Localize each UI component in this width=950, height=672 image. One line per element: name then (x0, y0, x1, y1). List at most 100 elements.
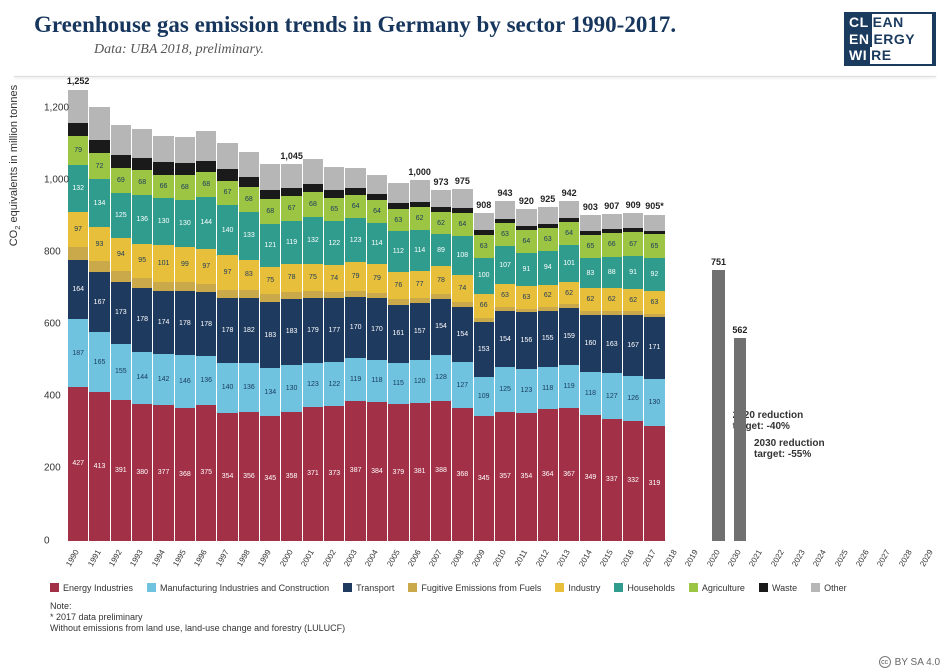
x-tick-label: 2012 (534, 548, 551, 568)
bar-total-label: 907 (604, 201, 619, 211)
bar-segment-fugitive (175, 282, 195, 291)
bars-container: 427187164971327919901,252413165167931347… (66, 87, 942, 541)
target-bar (734, 338, 746, 540)
bar-segment-waste (239, 177, 259, 187)
bar-segment-manuf: 165 (89, 332, 109, 391)
bar-segment-energy: 373 (324, 406, 344, 540)
bar-segment-transport: 174 (153, 291, 173, 354)
x-tick-label: 1994 (150, 548, 167, 568)
bar-segment-other (516, 209, 536, 226)
x-tick-label: 2015 (598, 548, 615, 568)
bar-segment-transport: 178 (175, 291, 195, 355)
bar-column: 20305622030 reductiontarget: -55% (730, 338, 750, 540)
bar-segment-energy: 380 (132, 404, 152, 541)
logo-part: CL (846, 14, 872, 31)
bar-segment-energy: 413 (89, 392, 109, 541)
bar-segment-agri: 67 (281, 196, 301, 220)
bar-segment-industry: 97 (217, 255, 237, 290)
x-tick-label: 2022 (769, 548, 786, 568)
bar-segment-industry: 63 (495, 284, 515, 307)
bar-total-label: 1,252 (67, 76, 90, 86)
x-tick-label: 2018 (662, 548, 679, 568)
bar-segment-households: 125 (111, 193, 131, 238)
bar-stack: 332126167629167 (623, 213, 643, 540)
bar-segment-transport: 153 (474, 322, 494, 377)
bar-stack: 3711231797513268 (303, 159, 323, 541)
bar-stack: 3681271547410864 (452, 189, 472, 540)
title-block: Greenhouse gas emission trends in German… (34, 12, 676, 58)
x-tick-label: 2003 (342, 548, 359, 568)
legend-swatch (343, 583, 352, 592)
target-value-label: 562 (732, 325, 747, 335)
legend: Energy Industries Manufacturing Industrie… (50, 583, 910, 593)
legend-item: Other (811, 583, 847, 593)
chart-title: Greenhouse gas emission trends in German… (34, 12, 676, 38)
bar-column: 3541231566391642011920 (516, 209, 536, 540)
bar-segment-industry: 75 (303, 264, 323, 291)
x-tick-label: 2005 (385, 548, 402, 568)
legend-swatch (147, 583, 156, 592)
logo: CLEAN ENERGY WIRE (844, 12, 936, 66)
x-tick-label: 2011 (513, 548, 529, 567)
bar-segment-industry: 63 (516, 286, 536, 309)
bar-segment-transport: 177 (324, 298, 344, 362)
bar-segment-energy: 354 (516, 413, 536, 541)
bar-segment-households: 91 (623, 256, 643, 289)
bar-segment-industry: 94 (111, 238, 131, 272)
bar-stack: 37714217410113066 (153, 136, 173, 541)
bar-segment-manuf: 136 (196, 356, 216, 405)
bar-stack: 3561361828313368 (239, 152, 259, 541)
bar-segment-transport: 159 (559, 308, 579, 365)
x-tick-label: 2001 (299, 548, 316, 568)
bar-segment-households: 101 (559, 245, 579, 281)
legend-item: Energy Industries (50, 583, 133, 593)
legend-label: Manufacturing Industries and Constructio… (160, 583, 329, 593)
bar-segment-other (538, 207, 558, 224)
bar-segment-energy: 349 (580, 415, 600, 541)
x-tick-label: 2019 (684, 548, 701, 568)
legend-swatch (689, 583, 698, 592)
bar-segment-households: 130 (175, 200, 195, 247)
cc-text: BY SA 4.0 (895, 657, 940, 668)
bar-segment-transport: 171 (644, 317, 664, 379)
bar-segment-manuf: 127 (452, 362, 472, 408)
bar-segment-households: 123 (345, 218, 365, 262)
bar-column: 35712515463107632010943 (495, 201, 515, 541)
bar-segment-other (132, 129, 152, 157)
x-tick-label: 2028 (897, 548, 914, 568)
note-heading: Note: (50, 601, 950, 612)
bar-segment-households: 92 (644, 258, 664, 291)
bar-segment-agri: 68 (239, 187, 259, 212)
x-tick-label: 2024 (812, 548, 829, 568)
x-tick-label: 1995 (171, 548, 188, 568)
bar-segment-households: 133 (239, 212, 259, 260)
y-tick: 200 (44, 463, 61, 474)
bar-column: 36711915962101642013942 (559, 201, 579, 540)
bar-segment-industry: 101 (153, 245, 173, 281)
bar-total-label: 973 (434, 177, 449, 187)
bar-segment-households: 88 (602, 257, 622, 289)
bar-column: 3371271636288662015907 (602, 214, 622, 541)
cc-license: cc BY SA 4.0 (879, 656, 940, 668)
bar-segment-transport: 183 (281, 299, 301, 365)
bar-segment-manuf: 134 (260, 368, 280, 416)
bar-column: 41316516793134721991 (89, 107, 109, 541)
bar-segment-transport: 154 (452, 307, 472, 362)
bar-segment-households: 144 (196, 197, 216, 249)
bar-segment-industry: 74 (324, 265, 344, 292)
bar-total-label: 909 (626, 200, 641, 210)
bar-segment-agri: 68 (175, 175, 195, 200)
bar-segment-energy: 427 (68, 387, 88, 541)
legend-item: Fugitive Emissions from Fuels (408, 583, 541, 593)
x-tick-label: 1990 (65, 548, 82, 568)
bar-segment-industry: 78 (431, 266, 451, 294)
target-text-label: 2030 reductiontarget: -55% (754, 438, 825, 460)
x-tick-label: 2008 (449, 548, 466, 568)
bar-segment-households: 112 (388, 231, 408, 271)
bar-segment-transport: 160 (580, 315, 600, 373)
bar-column: 34513418375121681999 (260, 164, 280, 541)
bar-segment-agri: 62 (410, 207, 430, 229)
bar-column: 358130183781196720001,045 (281, 164, 301, 540)
bar-segment-fugitive (260, 294, 280, 302)
bar-segment-other (153, 136, 173, 163)
